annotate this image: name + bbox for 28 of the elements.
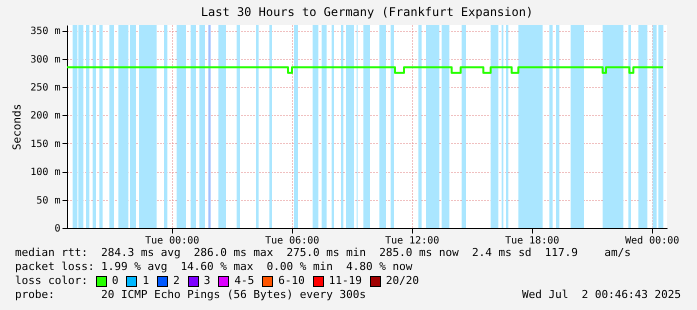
y-tick-label: 100 m xyxy=(30,167,60,178)
text: 1 xyxy=(142,274,150,288)
text: packet loss: 1.99 % avg 14.60 % max 0.00 % min 4.80 % now xyxy=(15,260,414,274)
y-tick-label: 250 m xyxy=(30,82,60,94)
text: 0 xyxy=(112,274,118,288)
text: loss color: xyxy=(15,274,88,287)
chart-title: Last 30 Hours to Germany (Frankfurt Expansion) xyxy=(200,5,534,19)
y-tick-label: 0 xyxy=(54,224,60,234)
y-axis-title: Seconds xyxy=(10,104,24,150)
text: 2 xyxy=(173,274,180,288)
x-tick-label: Tue 00:00 xyxy=(145,236,200,246)
y-tick-label: 50 m xyxy=(36,195,60,206)
text: 11-19 xyxy=(328,274,362,288)
text: 20/20 xyxy=(386,274,419,288)
text: 6-10 xyxy=(278,274,305,288)
y-tick-label: 300 m xyxy=(30,54,60,66)
text: median rtt: 284.3 ms avg 286.0 ms max 275.0 ms min 285.0 ms now 2.4 ms sd 117.9 am/s xyxy=(15,246,631,260)
text: Wed Jul 2 00:46:43 2025 xyxy=(522,288,681,301)
text: 4-5 xyxy=(234,274,254,288)
x-tick-label: Tue 12:00 xyxy=(385,236,440,246)
x-tick-label: Wed 00:00 xyxy=(625,236,680,246)
text: 3 xyxy=(204,274,210,288)
x-tick-label: Tue 18:00 xyxy=(505,236,560,246)
y-tick-label: 150 m xyxy=(30,138,60,150)
x-tick-label: Tue 06:00 xyxy=(265,236,320,246)
text: probe: 20 ICMP Echo Pings (56 Bytes) every 300s xyxy=(15,288,366,301)
y-tick-label: 200 m xyxy=(30,110,60,122)
y-tick-label: 350 m xyxy=(30,26,60,38)
